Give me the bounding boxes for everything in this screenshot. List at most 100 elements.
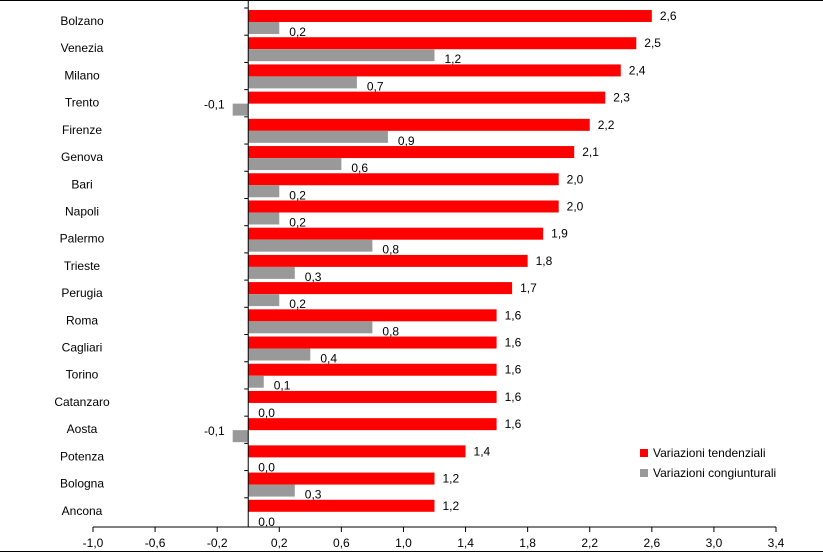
bar-tendenziali-perugia	[248, 282, 513, 295]
value-label-congiunturali-bari: 0,2	[289, 188, 306, 202]
category-label-potenza: Potenza	[60, 449, 104, 463]
value-label-tendenziali-catanzaro: 1,6	[505, 390, 522, 404]
value-label-congiunturali-torino: 0,1	[274, 379, 291, 393]
value-label-congiunturali-trieste: 0,3	[305, 270, 322, 284]
category-label-aosta: Aosta	[67, 422, 98, 436]
category-label-bari: Bari	[71, 177, 92, 191]
value-label-tendenziali-genova: 2,1	[582, 145, 599, 159]
bar-tendenziali-torino	[248, 363, 497, 376]
value-label-tendenziali-trento: 2,3	[613, 91, 630, 105]
category-label-milano: Milano	[64, 68, 100, 82]
x-tick-label: 3,0	[706, 536, 723, 550]
category-label-bolzano: Bolzano	[60, 14, 104, 28]
value-label-tendenziali-napoli: 2,0	[567, 199, 584, 213]
x-tick-label: 1,0	[395, 536, 412, 550]
x-tick-label: 1,8	[519, 536, 536, 550]
bar-tendenziali-trieste	[248, 254, 528, 267]
category-label-cagliari: Cagliari	[62, 341, 103, 355]
value-label-tendenziali-firenze: 2,2	[598, 118, 615, 132]
bar-tendenziali-napoli	[248, 200, 559, 213]
value-label-congiunturali-roma: 0,8	[382, 324, 399, 338]
legend-swatch-congiunturali	[640, 469, 648, 477]
bars-group	[232, 7, 652, 512]
bar-congiunturali-venezia	[248, 49, 435, 62]
legend-swatch-tendenziali	[640, 449, 648, 457]
category-label-trieste: Trieste	[64, 259, 101, 273]
bar-congiunturali-bologna	[248, 484, 295, 497]
bar-tendenziali-ancona	[248, 499, 435, 512]
value-label-tendenziali-cagliari: 1,6	[505, 336, 522, 350]
category-label-napoli: Napoli	[65, 204, 99, 218]
bar-congiunturali-trieste	[248, 266, 295, 279]
bar-congiunturali-bolzano	[248, 22, 280, 34]
bar-tendenziali-bari	[248, 173, 559, 186]
value-label-congiunturali-genova: 0,6	[351, 161, 368, 175]
value-label-tendenziali-ancona: 1,2	[443, 499, 460, 513]
bar-congiunturali-torino	[248, 375, 264, 388]
value-label-congiunturali-ancona: 0,0	[258, 515, 275, 529]
bar-tendenziali-milano	[248, 64, 621, 77]
legend-label-congiunturali: Variazioni congiunturali	[653, 466, 776, 480]
value-label-congiunturali-aosta: -0,1	[204, 424, 225, 438]
x-tick-label: 0,2	[271, 536, 288, 550]
bar-congiunturali-firenze	[248, 130, 388, 143]
legend-label-tendenziali: Variazioni tendenziali	[653, 446, 766, 460]
value-label-congiunturali-cagliari: 0,4	[320, 352, 337, 366]
bar-tendenziali-firenze	[248, 118, 590, 131]
category-label-venezia: Venezia	[61, 41, 104, 55]
category-label-ancona: Ancona	[62, 504, 103, 518]
value-label-congiunturali-catanzaro: 0,0	[258, 406, 275, 420]
value-label-congiunturali-bolzano: 0,2	[289, 25, 306, 39]
category-label-bologna: Bologna	[60, 477, 104, 491]
bar-tendenziali-potenza	[248, 445, 466, 458]
legend: Variazioni tendenziali Variazioni congiu…	[640, 446, 776, 480]
bar-congiunturali-roma	[248, 321, 373, 334]
bar-congiunturali-bari	[248, 185, 280, 198]
bar-congiunturali-palermo	[248, 239, 373, 252]
value-label-tendenziali-roma: 1,6	[505, 308, 522, 322]
category-labels-group: Bolzano Venezia Milano Trento Firenze Genova B…	[54, 14, 110, 518]
bar-tendenziali-venezia	[248, 37, 637, 50]
value-label-tendenziali-trieste: 1,8	[536, 254, 553, 268]
category-label-perugia: Perugia	[61, 286, 103, 300]
x-tick-label: 0,6	[333, 536, 350, 550]
bar-tendenziali-palermo	[248, 227, 544, 240]
value-label-congiunturali-potenza: 0,0	[258, 460, 275, 474]
bar-tendenziali-catanzaro	[248, 390, 497, 403]
bar-tendenziali-aosta	[248, 418, 497, 431]
value-label-tendenziali-bari: 2,0	[567, 172, 584, 186]
value-label-congiunturali-milano: 0,7	[367, 79, 384, 93]
category-label-roma: Roma	[66, 313, 98, 327]
bar-tendenziali-cagliari	[248, 336, 497, 349]
bar-congiunturali-aosta	[232, 430, 249, 443]
bar-congiunturali-napoli	[248, 212, 280, 225]
value-label-tendenziali-aosta: 1,6	[505, 417, 522, 431]
bar-tendenziali-bolzano	[248, 10, 652, 22]
x-tick-label: 3,4	[768, 536, 785, 550]
value-label-congiunturali-bologna: 0,3	[305, 488, 322, 502]
value-labels-group: 2,6 0,2 2,5 1,2 2,4 0,7 2,3 -0,1 2,2 0,9 2,1 0,6 2,0…	[204, 9, 677, 529]
bar-tendenziali-roma	[248, 309, 497, 322]
value-label-congiunturali-venezia: 1,2	[445, 52, 462, 66]
value-label-tendenziali-torino: 1,6	[505, 363, 522, 377]
bar-tendenziali-genova	[248, 146, 575, 159]
bar-congiunturali-genova	[248, 158, 342, 171]
bar-congiunturali-cagliari	[248, 348, 311, 361]
category-label-trento: Trento	[65, 96, 100, 110]
x-tick-label: 1,4	[457, 536, 474, 550]
category-label-catanzaro: Catanzaro	[54, 395, 110, 409]
category-label-genova: Genova	[61, 150, 103, 164]
category-label-palermo: Palermo	[60, 232, 105, 246]
bar-tendenziali-trento	[248, 91, 606, 104]
category-label-torino: Torino	[66, 368, 99, 382]
value-label-tendenziali-milano: 2,4	[629, 63, 646, 77]
x-tick-label: -0,6	[145, 536, 166, 550]
bar-congiunturali-milano	[248, 76, 357, 89]
value-label-congiunturali-firenze: 0,9	[398, 134, 415, 148]
value-label-tendenziali-venezia: 2,5	[644, 36, 661, 50]
x-tick-label: -0,2	[207, 536, 228, 550]
bar-congiunturali-trento	[232, 103, 249, 116]
bar-congiunturali-perugia	[248, 294, 280, 307]
value-label-congiunturali-perugia: 0,2	[289, 297, 306, 311]
